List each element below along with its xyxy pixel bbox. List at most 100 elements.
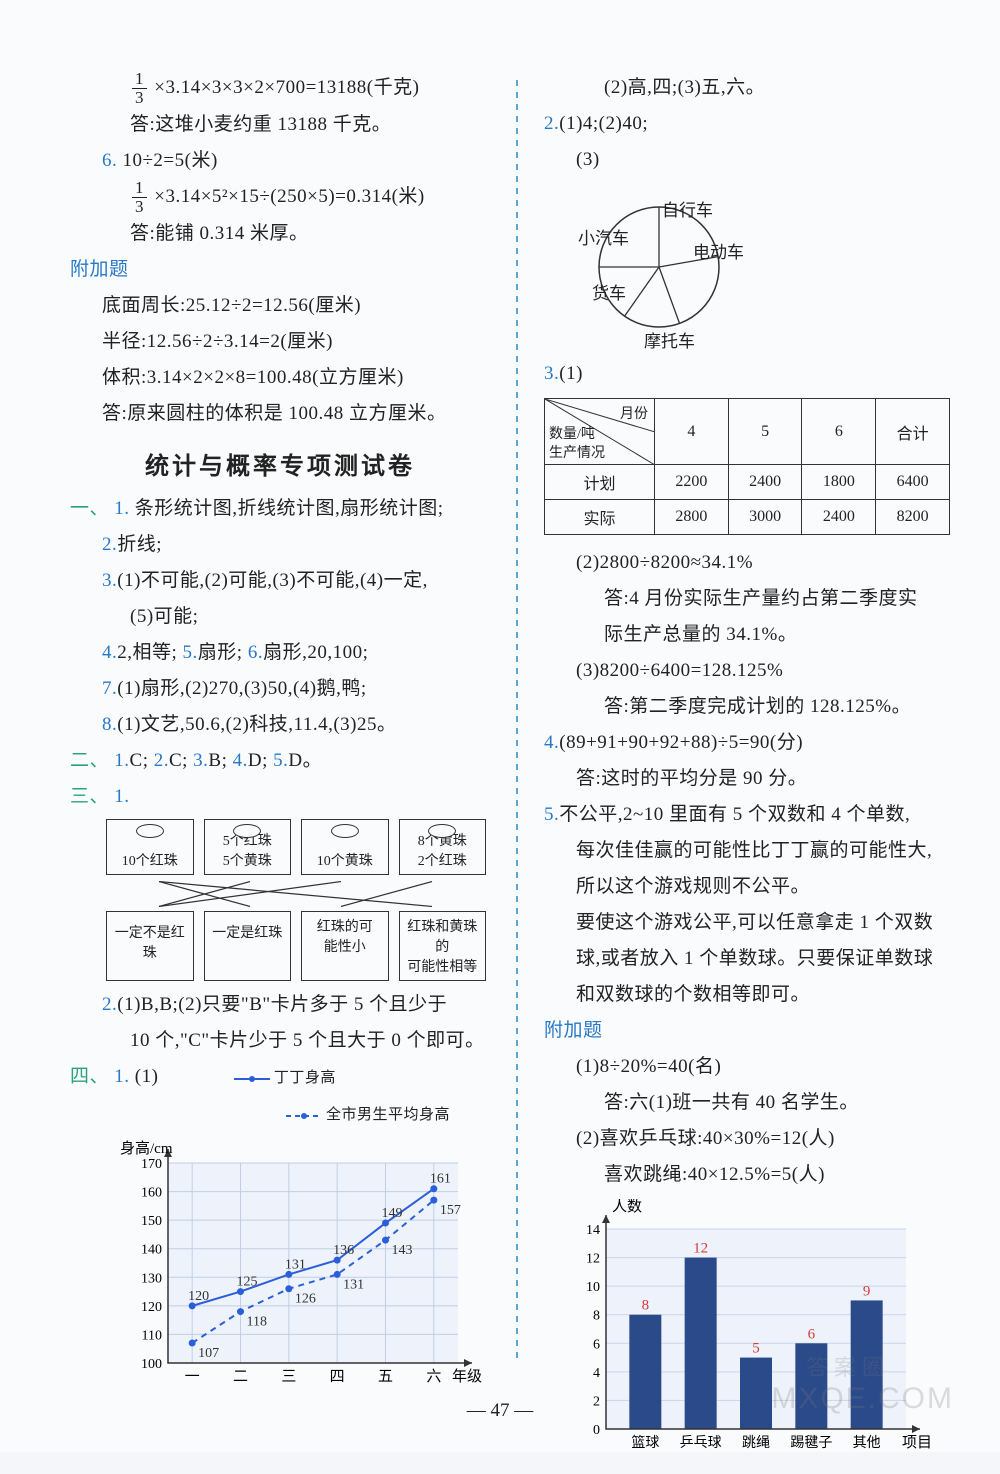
item-cont: 10 个,"C"卡片少于 5 个且大于 0 个即可。	[70, 1023, 490, 1059]
col-head: 6	[802, 399, 876, 465]
svg-text:118: 118	[247, 1315, 267, 1330]
box2: 5个红珠5个黄珠	[204, 819, 292, 875]
pie-label: 货车	[592, 279, 626, 304]
bb1: 一定不是红珠	[106, 911, 194, 981]
group-3: 三、 1.	[70, 779, 490, 815]
box1: 10个红珠	[106, 819, 194, 875]
text-line: 底面周长:25.12÷2=12.56(厘米)	[70, 288, 490, 324]
svg-text:6: 6	[808, 1326, 816, 1342]
text-line: (3)	[544, 142, 950, 178]
cell: 2800	[655, 500, 729, 535]
legend2: 全市男生平均身高	[286, 1107, 450, 1123]
group-4: 四、 1. (1) 丁丁身高	[70, 1059, 490, 1096]
fraction: 13	[132, 179, 147, 216]
svg-text:篮球: 篮球	[631, 1435, 659, 1451]
item-6: 6. 10÷2=5(米)	[70, 143, 490, 179]
text-line: 答:第二季度完成计划的 128.125%。	[544, 689, 950, 725]
text-line: 每次佳佳赢的可能性比丁丁赢的可能性大,	[544, 833, 950, 869]
two-columns: 13 ×3.14×3×3×2×700=13188(千克) 答:这堆小麦约重 13…	[70, 70, 950, 1412]
svg-text:8: 8	[642, 1298, 650, 1314]
item: 3.(1)	[544, 356, 950, 392]
extra-heading: 附加题	[544, 1013, 950, 1049]
cell: 6400	[876, 465, 950, 500]
watermark-text: 答案圈	[806, 1350, 890, 1382]
col-head: 合计	[876, 399, 950, 465]
pie-label: 摩托车	[644, 327, 695, 352]
cell: 3000	[728, 500, 802, 535]
left-column: 13 ×3.14×3×3×2×700=13188(千克) 答:这堆小麦约重 13…	[70, 70, 516, 1412]
svg-text:三: 三	[281, 1369, 296, 1385]
svg-text:160: 160	[141, 1186, 162, 1201]
page: 13 ×3.14×3×3×2×700=13188(千克) 答:这堆小麦约重 13…	[0, 0, 1000, 1452]
svg-text:140: 140	[141, 1243, 162, 1258]
page-number: — 47 —	[467, 1400, 534, 1422]
text-line: 和双数球的个数相等即可。	[544, 977, 950, 1013]
item-number: 6.	[102, 150, 117, 171]
text-line: 要使这个游戏公平,可以任意拿走 1 个双数	[544, 905, 950, 941]
answer-line: 答:能铺 0.314 米厚。	[70, 216, 490, 252]
text-line: 喜欢跳绳:40×12.5%=5(人)	[544, 1157, 950, 1193]
cross-lines	[114, 881, 478, 907]
legend1: 丁丁身高	[234, 1070, 336, 1086]
table-row: 计划 2200 2400 1800 6400	[545, 465, 950, 500]
svg-text:六: 六	[426, 1368, 441, 1385]
cell: 2200	[655, 465, 729, 500]
svg-text:12: 12	[586, 1252, 600, 1267]
text-line: (3)8200÷6400=128.125%	[544, 653, 950, 689]
svg-text:150: 150	[141, 1214, 162, 1229]
svg-text:跳绳: 跳绳	[742, 1435, 770, 1451]
svg-text:10: 10	[586, 1280, 600, 1295]
svg-text:项目: 项目	[902, 1434, 932, 1451]
text-line: 所以这个游戏规则不公平。	[544, 869, 950, 905]
svg-text:100: 100	[141, 1357, 162, 1372]
cell: 2400	[728, 465, 802, 500]
bottom-boxes: 一定不是红珠 一定是红珠 红珠的可能性小 红珠和黄珠的可能性相等	[106, 911, 486, 981]
svg-text:一: 一	[185, 1369, 200, 1385]
svg-text:四: 四	[330, 1369, 345, 1385]
svg-text:126: 126	[295, 1292, 316, 1307]
text-line: 球,或者放入 1 个单数球。只要保证单数球	[544, 941, 950, 977]
group-1: 一、 1. 条形统计图,折线统计图,扇形统计图;	[70, 491, 490, 527]
item: 2.折线;	[70, 527, 490, 563]
svg-text:131: 131	[285, 1258, 306, 1273]
svg-text:身高/cm: 身高/cm	[120, 1140, 173, 1157]
fraction: 13	[132, 70, 147, 107]
item: 2.(1)4;(2)40;	[544, 106, 950, 142]
text-line: 际生产总量的 34.1%。	[544, 617, 950, 653]
table-header-row: 月份 数量/吨 生产情况 4 5 6 合计	[545, 399, 950, 465]
bb4: 红珠和黄珠的可能性相等	[399, 911, 487, 981]
svg-text:143: 143	[392, 1243, 413, 1258]
svg-text:6: 6	[593, 1337, 600, 1352]
svg-text:125: 125	[237, 1275, 258, 1290]
section-title: 统计与概率专项测试卷	[70, 446, 490, 481]
text-line: (2)高,四;(3)五,六。	[544, 70, 950, 106]
group-number: 一、	[70, 498, 109, 519]
row-head: 实际	[545, 500, 655, 535]
item: 5.不公平,2~10 里面有 5 个双数和 4 个单数,	[544, 797, 950, 833]
pie-label: 小汽车	[578, 224, 629, 249]
item: 8.(1)文艺,50.6,(2)科技,11.4,(3)25。	[70, 707, 490, 743]
eq-line: 13 ×3.14×3×3×2×700=13188(千克)	[70, 70, 490, 107]
svg-text:乒乓球: 乒乓球	[680, 1435, 722, 1451]
top-boxes: 10个红珠 5个红珠5个黄珠 10个黄珠 8个黄珠2个红珠	[106, 819, 486, 875]
svg-text:130: 130	[141, 1272, 162, 1287]
right-column: (2)高,四;(3)五,六。 2.(1)4;(2)40; (3) 自行车 电动车…	[518, 70, 950, 1412]
svg-text:踢毽子: 踢毽子	[790, 1434, 832, 1451]
item-number: 1.	[114, 498, 129, 519]
svg-text:14: 14	[586, 1223, 600, 1238]
svg-text:人数: 人数	[612, 1199, 642, 1215]
text-line: 体积:3.14×2×2×8=100.48(立方厘米)	[70, 360, 490, 396]
svg-text:110: 110	[142, 1329, 162, 1344]
cell: 2400	[802, 500, 876, 535]
data-table: 月份 数量/吨 生产情况 4 5 6 合计 计划 2200 2400 1800 …	[544, 398, 950, 535]
svg-text:107: 107	[198, 1346, 219, 1361]
text-line: 答:这时的平均分是 90 分。	[544, 761, 950, 797]
row-head: 计划	[545, 465, 655, 500]
diagonal-header: 月份 数量/吨 生产情况	[545, 399, 655, 465]
pie-chart: 自行车 电动车 摩托车 货车 小汽车	[574, 182, 744, 352]
col-head: 4	[655, 399, 729, 465]
svg-text:9: 9	[863, 1283, 871, 1299]
col-head: 5	[728, 399, 802, 465]
bar-chart: 024681012148篮球12乒乓球5跳绳6踢毽子9其他人数项目	[564, 1199, 944, 1469]
svg-text:年级: 年级	[452, 1368, 482, 1385]
